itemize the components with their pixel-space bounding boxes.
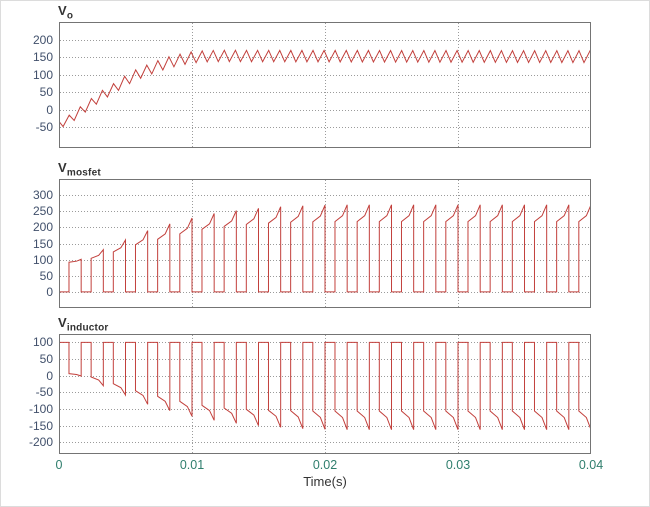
y-tick-label: 250: [32, 204, 53, 219]
axes-plot-1: [59, 179, 591, 308]
axes-box: [59, 179, 591, 308]
y-tick-label: -150: [28, 418, 53, 433]
plot-title-main: V: [58, 3, 67, 18]
plot-title-main: V: [58, 315, 67, 330]
x-tick-label: 0: [55, 458, 63, 472]
y-tick-label: -200: [28, 435, 53, 450]
plot-title-vo: Vo: [58, 3, 73, 22]
axes-box: [59, 334, 591, 454]
waveform-trace: [59, 204, 591, 293]
y-tick-label: 0: [46, 102, 53, 117]
y-tick-label: 200: [32, 220, 53, 235]
x-axis-label: Time(s): [303, 474, 347, 489]
waveform-trace: [59, 341, 591, 430]
axes-box: [59, 22, 591, 148]
y-tick-label: 150: [32, 236, 53, 251]
x-tick-label: 0.04: [578, 458, 604, 472]
waveform-trace: [59, 49, 591, 128]
plot-title-main: V: [58, 160, 67, 175]
y-tick-label: 200: [32, 32, 53, 47]
y-tick-label: 150: [32, 50, 53, 64]
plot-title-sub: inductor: [66, 322, 109, 334]
y-tick-label: -100: [28, 402, 53, 416]
plot-title-sub: mosfet: [66, 167, 101, 179]
axes-plot-2: [59, 334, 591, 454]
plot-title-vinductor: Vinductor: [58, 315, 108, 334]
x-tick-label: 0.02: [312, 458, 338, 472]
x-tick-label: 0.01: [179, 458, 205, 472]
y-tick-label: 0: [46, 284, 53, 299]
y-tick-label: 100: [32, 67, 53, 82]
y-tick-label: -50: [35, 385, 53, 400]
y-tick-label: 50: [39, 268, 53, 283]
plot-title-sub: o: [66, 10, 74, 22]
y-tick-label: 50: [39, 85, 53, 99]
y-tick-label: 0: [46, 368, 53, 383]
y-tick-label: -50: [35, 120, 53, 134]
y-tick-label: 300: [32, 188, 53, 203]
y-tick-label: 50: [39, 352, 53, 366]
y-tick-label: 100: [32, 335, 53, 350]
y-tick-label: 100: [32, 252, 53, 267]
plot-title-vmosfet: Vmosfet: [58, 160, 101, 179]
axes-plot-0: [59, 22, 591, 148]
x-tick-label: 0.03: [445, 458, 471, 472]
